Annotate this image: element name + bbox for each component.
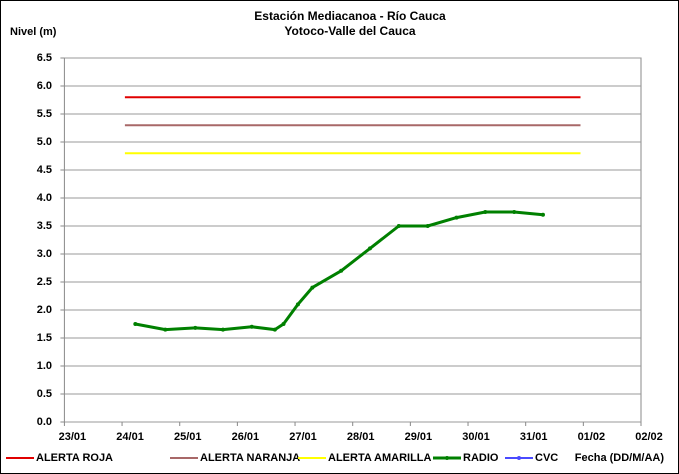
data-point [133, 322, 138, 326]
x-tick-label: 26/01 [232, 431, 260, 443]
y-tick-label: 6.5 [37, 52, 52, 64]
data-point [295, 302, 300, 307]
data-point [540, 212, 545, 217]
legend-label: ALERTA ROJA [36, 452, 113, 464]
x-tick-label: 23/01 [59, 431, 87, 443]
y-tick-label: 1.5 [37, 332, 52, 344]
x-tick-label: 27/01 [289, 431, 317, 443]
data-point [220, 327, 225, 332]
x-axis-label: Fecha (DD/M/AA) [575, 452, 665, 464]
y-tick-label: 6.0 [37, 80, 52, 92]
data-point [425, 224, 430, 228]
data-point [367, 246, 372, 251]
plot-area [63, 57, 642, 423]
x-tick-label: 29/01 [405, 431, 433, 443]
y-tick-label: 1.0 [37, 360, 52, 372]
data-point [281, 322, 286, 326]
x-tick-label: 02/02 [635, 431, 663, 443]
y-tick-label: 5.5 [37, 108, 52, 120]
y-tick-label: 0.5 [37, 388, 52, 400]
legend-label: CVC [535, 452, 558, 464]
x-tick-label: 31/01 [520, 431, 548, 443]
y-tick-label: 5.0 [37, 136, 52, 148]
data-point [339, 268, 344, 273]
data-point [272, 327, 277, 332]
data-point [310, 285, 315, 290]
data-point [512, 210, 517, 214]
x-tick-label: 24/01 [116, 431, 144, 443]
y-tick-label: 2.5 [37, 276, 52, 288]
x-tick-label: 30/01 [462, 431, 490, 443]
data-point [483, 210, 488, 214]
y-tick-label: 4.5 [37, 164, 52, 176]
data-point [454, 215, 459, 220]
data-point [249, 324, 254, 329]
data-point [396, 224, 401, 228]
chart-title: Estación Mediacanoa - Río Cauca [254, 9, 446, 23]
x-tick-label: 25/01 [174, 431, 202, 443]
legend-label: ALERTA AMARILLA [328, 452, 432, 464]
y-tick-label: 0.0 [37, 416, 52, 428]
y-tick-label: 3.0 [37, 248, 52, 260]
x-tick-label: 01/02 [578, 431, 606, 443]
legend-marker [517, 456, 521, 460]
data-point [163, 327, 168, 332]
y-tick-label: 2.0 [37, 304, 52, 316]
legend-label: RADIO [463, 452, 499, 464]
y-tick-label: 3.5 [37, 220, 52, 232]
chart-subtitle: Yotoco-Valle del Cauca [284, 24, 415, 38]
y-axis-label: Nivel (m) [10, 26, 57, 38]
legend-marker [445, 456, 449, 460]
x-tick-label: 28/01 [347, 431, 375, 443]
legend-label: ALERTA NARANJA [200, 452, 300, 464]
y-tick-label: 4.0 [37, 192, 52, 204]
data-point [193, 325, 198, 330]
